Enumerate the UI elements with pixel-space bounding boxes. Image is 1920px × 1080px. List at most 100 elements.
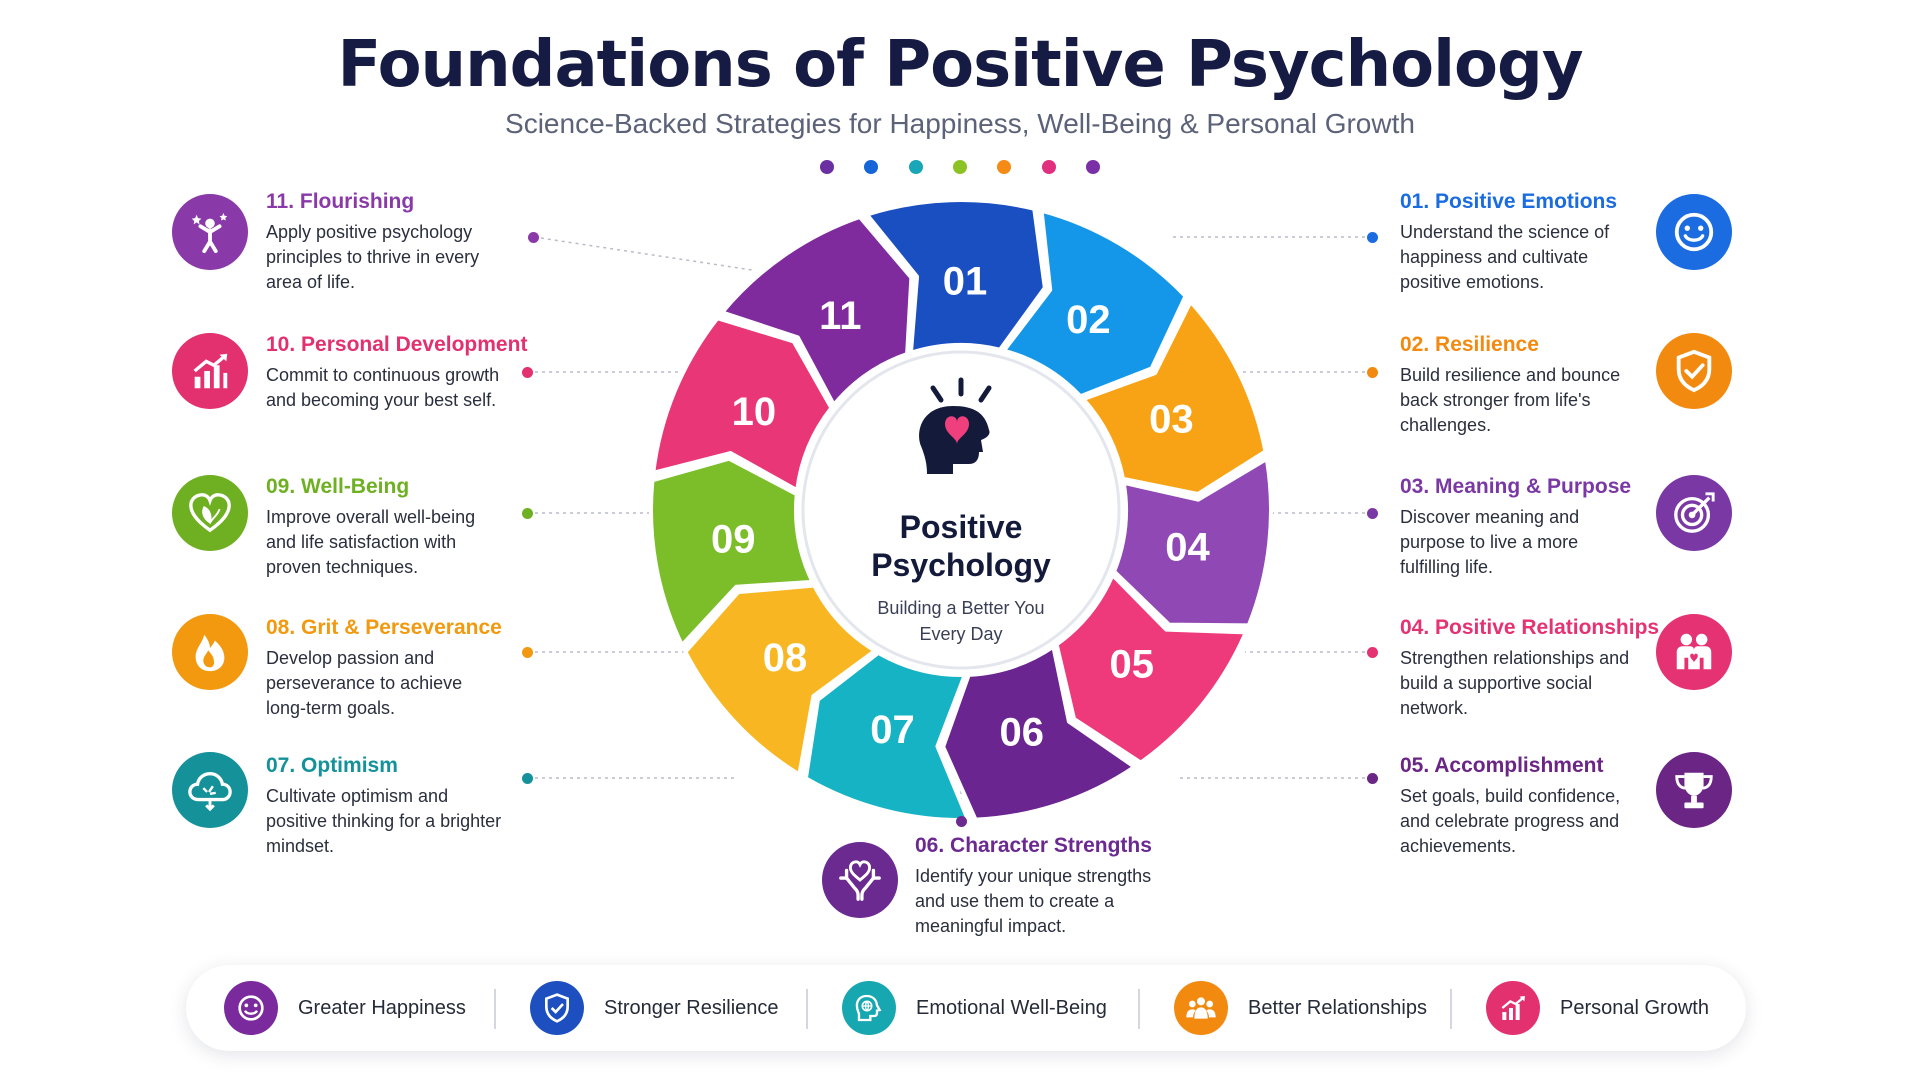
benefit-label: Better Relationships: [1248, 996, 1427, 1019]
benefit-label: Emotional Well-Being: [916, 996, 1107, 1019]
page-title: Foundations of Positive Psychology: [337, 28, 1583, 102]
item-description: Identify your unique strengths and use t…: [915, 866, 1152, 936]
hands-heart-icon: [822, 842, 898, 918]
connector-dot: [1367, 647, 1378, 658]
divider: [1450, 989, 1452, 1029]
decorative-dot: [1086, 160, 1101, 174]
item-positive-emotions: 01. Positive Emotions Understand the sci…: [1400, 190, 1700, 295]
decorative-dot: [997, 160, 1012, 174]
item-heading: 03. Meaning & Purpose: [1400, 475, 1632, 498]
item-description: Commit to continuous growth and becoming…: [266, 365, 500, 410]
item-heading: 10. Personal Development: [266, 333, 528, 356]
flourishing-icon: [172, 194, 248, 270]
item-description: Discover meaning and purpose to live a m…: [1400, 507, 1580, 577]
center-tagline-line2: Every Day: [919, 624, 1002, 644]
item-character-strengths: 06. Character Strengths Identify your un…: [915, 834, 1245, 939]
trophy-icon: [1656, 752, 1732, 828]
item-well-being: 09. Well-Being Improve overall well-bein…: [266, 475, 566, 580]
item-heading: 11. Flourishing: [266, 190, 415, 213]
connector-dot: [528, 232, 539, 243]
target-icon: [1656, 475, 1732, 551]
item-heading: 07. Optimism: [266, 754, 398, 777]
divider: [806, 989, 808, 1029]
smiley-icon: [224, 981, 278, 1035]
connector-dot: [1367, 367, 1378, 378]
item-accomplishment: 05. Accomplishment Set goals, build conf…: [1400, 754, 1700, 859]
wheel-segment-number: 06: [1000, 710, 1045, 754]
wheel-segment-number: 10: [732, 390, 777, 434]
decorative-dot: [908, 160, 923, 174]
item-personal-development: 10. Personal Development Commit to conti…: [266, 333, 566, 413]
connector-dot: [522, 773, 533, 784]
item-heading: 01. Positive Emotions: [1400, 190, 1618, 213]
item-description: Apply positive psychology principles to …: [266, 222, 480, 292]
item-description: Understand the science of happiness and …: [1400, 222, 1610, 292]
wheel-segment-number: 09: [711, 518, 756, 562]
mind-globe-icon: [842, 981, 896, 1035]
benefit-personal-growth: Personal Growth: [1486, 965, 1709, 1051]
center-tagline-line1: Building a Better You: [877, 598, 1044, 618]
item-description: Build resilience and bounce back stronge…: [1400, 365, 1621, 435]
people-icon: [1174, 981, 1228, 1035]
benefit-emotional-well-being: Emotional Well-Being: [842, 965, 1107, 1051]
connector-dot: [1367, 773, 1378, 784]
center-title-line2: Psychology: [871, 547, 1051, 583]
shield-check-icon: [1656, 333, 1732, 409]
flame-icon: [172, 614, 248, 690]
benefit-label: Personal Growth: [1560, 996, 1709, 1019]
benefits-bar: Greater Happiness Stronger Resilience Em…: [186, 965, 1746, 1051]
item-heading: 08. Grit & Perseverance: [266, 616, 502, 639]
wheel-segment-number: 11: [819, 294, 861, 338]
item-resilience: 02. Resilience Build resilience and boun…: [1400, 333, 1700, 438]
item-flourishing: 11. Flourishing Apply positive psycholog…: [266, 190, 566, 295]
connector-dot: [1367, 508, 1378, 519]
center-title-line1: Positive: [900, 509, 1023, 545]
growth-chart-icon: [172, 333, 248, 409]
wheel-segment-number: 07: [870, 708, 915, 752]
divider: [494, 989, 496, 1029]
shield-check-icon: [530, 981, 584, 1035]
wheel-segment-number: 08: [763, 636, 808, 680]
wheel-segment-number: 04: [1165, 526, 1210, 570]
heart-leaf-icon: [172, 475, 248, 551]
benefit-greater-happiness: Greater Happiness: [224, 965, 466, 1051]
item-heading: 06. Character Strengths: [915, 834, 1152, 857]
item-description: Cultivate optimism and positive thinking…: [266, 786, 502, 856]
wheel-segment-number: 02: [1066, 298, 1111, 342]
connector-dot: [1367, 232, 1378, 243]
item-description: Develop passion and perseverance to achi…: [266, 648, 463, 718]
smiley-icon: [1656, 194, 1732, 270]
item-heading: 04. Positive Relationships: [1400, 616, 1660, 639]
decorative-dot: [819, 160, 834, 174]
page-subtitle: Science-Backed Strategies for Happiness,…: [505, 108, 1415, 139]
connector-dot: [956, 816, 967, 827]
growth-chart-icon: [1486, 981, 1540, 1035]
item-heading: 05. Accomplishment: [1400, 754, 1604, 777]
decorative-dot: [953, 160, 967, 174]
divider: [1138, 989, 1140, 1029]
item-optimism: 07. Optimism Cultivate optimism and posi…: [266, 754, 566, 859]
people-icon: [1656, 614, 1732, 690]
benefit-label: Stronger Resilience: [604, 996, 779, 1019]
item-grit: 08. Grit & Perseverance Develop passion …: [266, 616, 566, 721]
decorative-dots: [0, 160, 1920, 179]
center-circle: [801, 350, 1121, 670]
benefit-label: Greater Happiness: [298, 996, 466, 1019]
benefit-better-relationships: Better Relationships: [1174, 965, 1427, 1051]
cloud-icon: [172, 752, 248, 828]
decorative-dot: [1041, 160, 1056, 174]
wheel-segment-number: 01: [943, 260, 988, 304]
connector-dot: [522, 647, 533, 658]
item-description: Improve overall well-being and life sati…: [266, 507, 476, 577]
item-heading: 02. Resilience: [1400, 333, 1539, 356]
item-relationships: 04. Positive Relationships Strengthen re…: [1400, 616, 1700, 721]
benefit-stronger-resilience: Stronger Resilience: [530, 965, 779, 1051]
connector-dot: [522, 367, 533, 378]
decorative-dot: [864, 160, 879, 174]
item-meaning: 03. Meaning & Purpose Discover meaning a…: [1400, 475, 1700, 580]
item-heading: 09. Well-Being: [266, 475, 410, 498]
wheel-segment-number: 05: [1110, 642, 1155, 686]
item-description: Strengthen relationships and build a sup…: [1400, 648, 1630, 718]
wheel-segment-number: 03: [1149, 397, 1194, 441]
